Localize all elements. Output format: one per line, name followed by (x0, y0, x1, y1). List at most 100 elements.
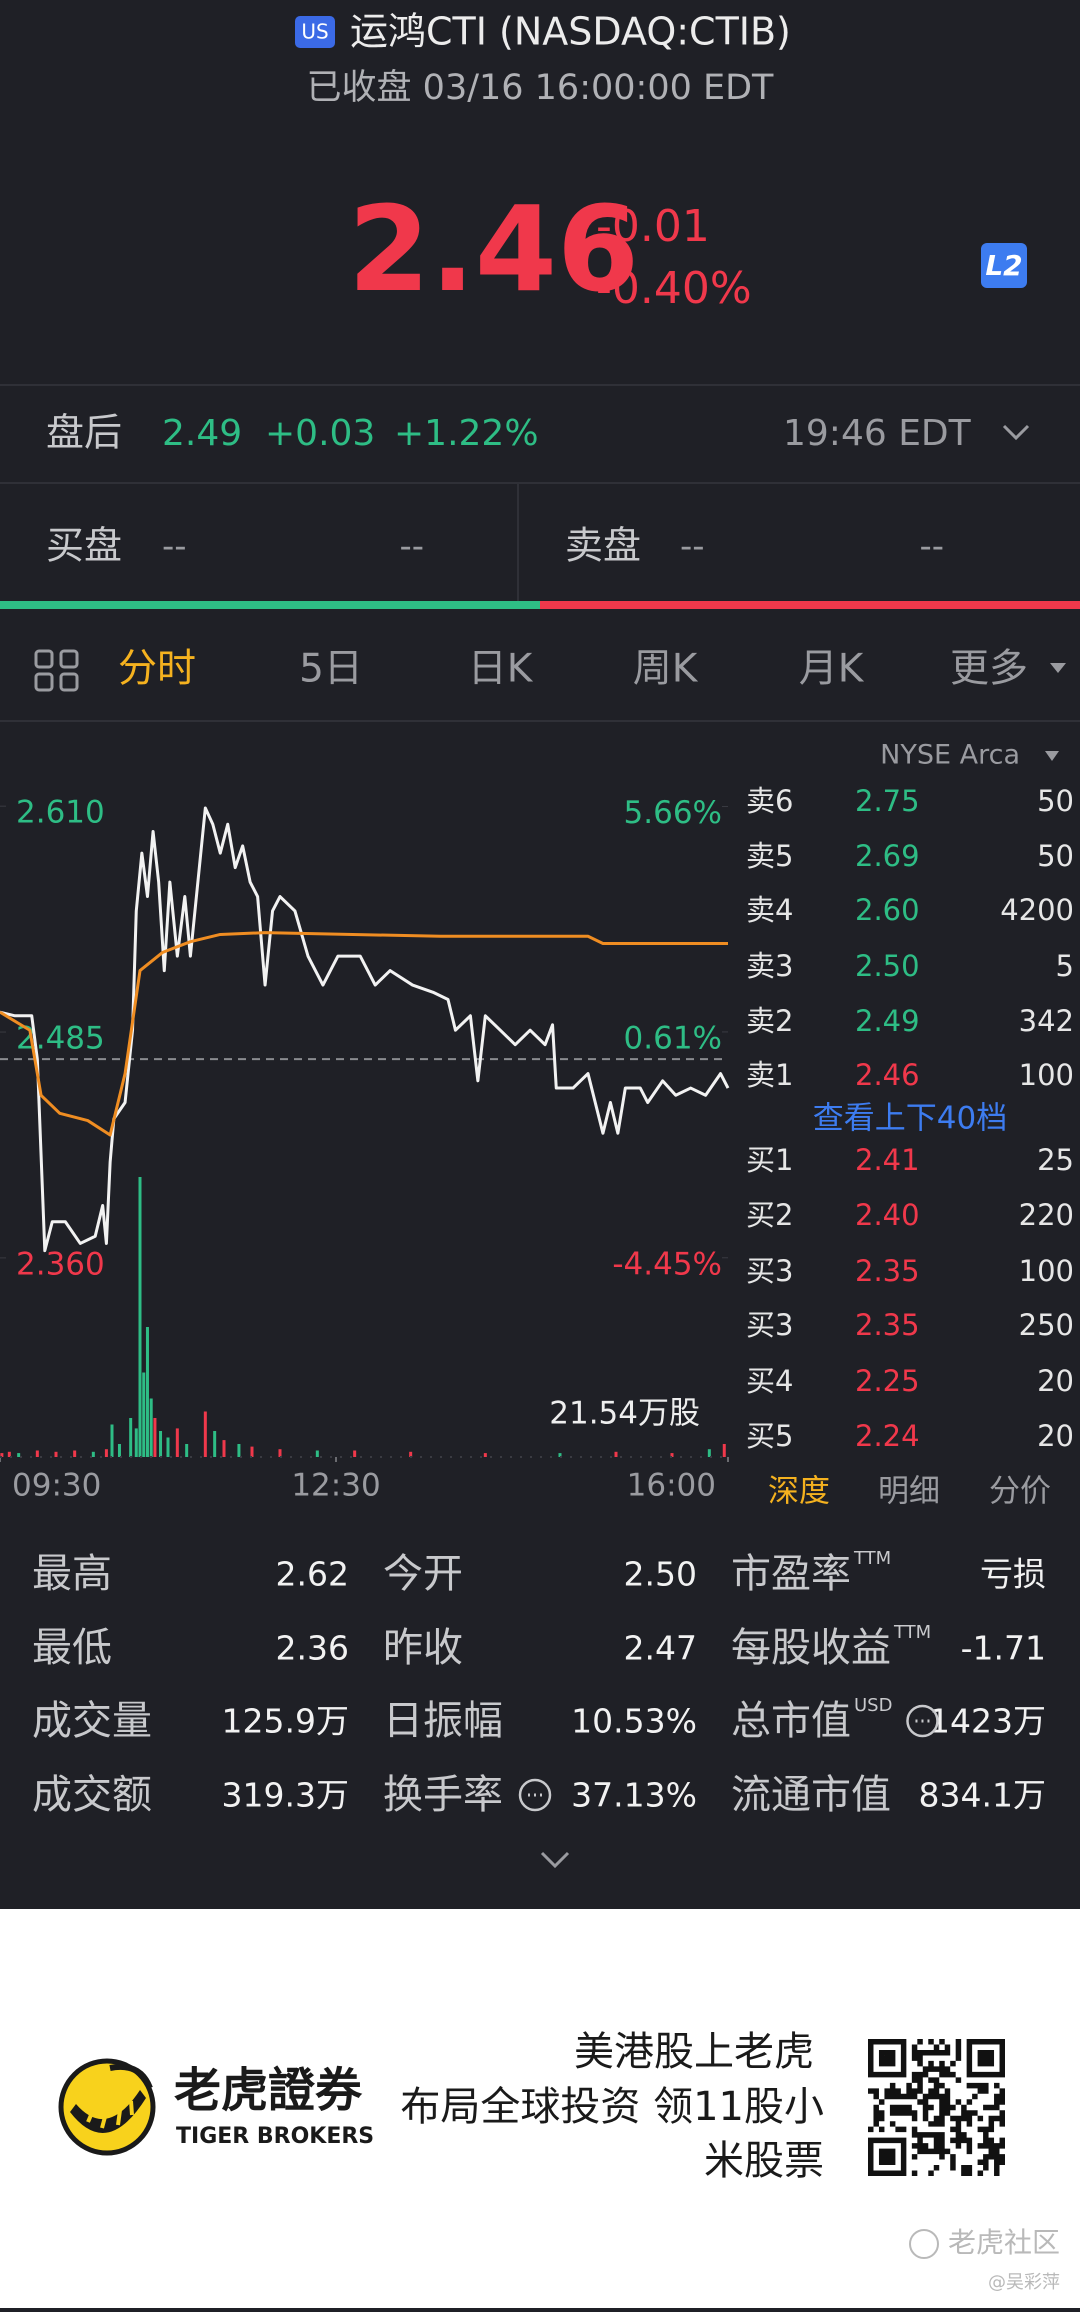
chart-tab[interactable]: 5日 (299, 647, 363, 692)
last-price: 2.46 (348, 180, 639, 318)
volume-bar (17, 1453, 21, 1457)
volume-bar (149, 1398, 153, 1457)
volume-max-label: 21.54万股 (549, 1396, 700, 1432)
book-size: 220 (1019, 1198, 1074, 1232)
y2-tick-label: 5.66% (624, 795, 722, 831)
icon-ring (909, 2229, 939, 2259)
book-label: 卖1 (746, 1058, 793, 1092)
book-label: 买3 (746, 1254, 793, 1288)
level-badge[interactable]: L2 (985, 249, 1022, 282)
expand-chevron[interactable] (540, 1851, 570, 1869)
exchange[interactable]: NYSE Arca (880, 740, 1020, 771)
info-icon[interactable] (906, 1704, 939, 1738)
book-tab[interactable]: 深度 (768, 1474, 830, 1510)
stat-label: 成交量 (32, 1698, 152, 1744)
book-price: 2.24 (855, 1419, 920, 1453)
book-size: 4200 (1000, 893, 1074, 927)
slogan-line: 布局全球投资 领11股小 (400, 2084, 824, 2130)
book-size: 50 (1037, 839, 1074, 873)
book-size: 5 (1056, 949, 1074, 983)
volume-bar (175, 1428, 179, 1457)
more-depth-link[interactable]: 查看上下40档 (813, 1101, 1007, 1137)
slogan-line: 美港股上老虎 (574, 2029, 814, 2075)
stat-label: 总市值 (731, 1698, 851, 1744)
x-tick-label: 09:30 (12, 1468, 101, 1504)
price-line (0, 806, 730, 1253)
volume-bar (7, 1451, 11, 1457)
slogan-line: 米股票 (704, 2138, 824, 2184)
volume-bar (54, 1451, 58, 1457)
logo-marks (86, 2100, 134, 2129)
volume-bar (104, 1449, 108, 1457)
book-label: 卖2 (746, 1004, 793, 1038)
volume-bar (91, 1451, 95, 1457)
volume-bar (483, 1453, 487, 1457)
stat-label: 每股收益 (731, 1625, 891, 1671)
dropdown-chevron[interactable] (1002, 424, 1030, 441)
market-badge: US (301, 20, 328, 44)
bid-size: -- (399, 527, 424, 567)
ask-bar (540, 601, 1080, 609)
book-label: 买4 (746, 1364, 793, 1398)
chart-tab[interactable]: 更多 (950, 647, 1028, 692)
volume-bar (278, 1449, 282, 1457)
volume-bar (110, 1424, 114, 1457)
stat-value: 1423万 (929, 1702, 1046, 1741)
book-label: 买1 (746, 1143, 793, 1177)
volume-bar (129, 1418, 133, 1457)
stat-label: 日振幅 (383, 1698, 503, 1744)
volume-bar (134, 1428, 138, 1457)
book-label: 买5 (746, 1419, 793, 1453)
exchange-arrow[interactable] (1045, 751, 1059, 761)
stat-label: 昨收 (383, 1625, 463, 1671)
after-hours-price: 2.49 (162, 413, 242, 454)
book-price: 2.25 (855, 1364, 920, 1398)
volume-bar (670, 1453, 674, 1457)
stat-value: -1.71 (961, 1629, 1046, 1668)
stat-value: 2.47 (624, 1629, 697, 1668)
volume-bar (0, 1453, 4, 1457)
book-size: 50 (1037, 784, 1074, 818)
price-change: -0.01 (596, 201, 710, 252)
book-label: 买2 (746, 1198, 793, 1232)
stat-value: 125.9万 (222, 1702, 349, 1741)
after-hours-change-pct: +1.22% (394, 413, 539, 454)
logo-ear (109, 2064, 153, 2090)
icon-cell (34, 672, 54, 692)
stat-value: 2.36 (276, 1629, 349, 1668)
bid-price: -- (162, 527, 187, 567)
y2-tick-label: 0.61% (624, 1020, 722, 1056)
icon-cell (34, 649, 54, 669)
watermark-icon (909, 2229, 939, 2259)
more-arrow[interactable] (1050, 663, 1066, 673)
info-icon[interactable] (518, 1778, 552, 1812)
book-size: 20 (1037, 1419, 1074, 1453)
volume-bar (117, 1444, 121, 1457)
volume-bar (558, 1453, 562, 1457)
stat-label: 成交额 (32, 1772, 152, 1818)
chart-tab[interactable]: 周K (633, 647, 699, 692)
stock-title: 运鸿CTI (NASDAQ:CTIB) (350, 10, 791, 54)
qr-modules (868, 2039, 1005, 2176)
after-hours-change: +0.03 (265, 413, 375, 454)
volume-bar (153, 1418, 157, 1457)
bid-bar (0, 601, 540, 609)
book-tab[interactable]: 分价 (989, 1474, 1051, 1510)
chart-tab[interactable]: 月K (799, 647, 865, 692)
layout-icon[interactable] (34, 649, 79, 692)
volume-bar (237, 1444, 241, 1457)
logo-circle (58, 2058, 156, 2156)
dark-panel (0, 0, 1080, 1909)
book-size: 25 (1037, 1143, 1074, 1177)
ask-label: 卖盘 (565, 524, 641, 568)
after-hours-time[interactable]: 19:46 EDT (783, 413, 972, 454)
book-tab[interactable]: 明细 (878, 1474, 940, 1510)
chart-tab[interactable]: 日K (468, 647, 534, 692)
book-label: 卖4 (746, 893, 793, 927)
volume-bar (315, 1450, 319, 1457)
chart-tab[interactable]: 分时 (118, 647, 196, 692)
level-badge-bg[interactable] (981, 243, 1027, 288)
y-tick-label: 2.485 (16, 1021, 105, 1057)
stat-label: 流通市值 (731, 1772, 891, 1818)
